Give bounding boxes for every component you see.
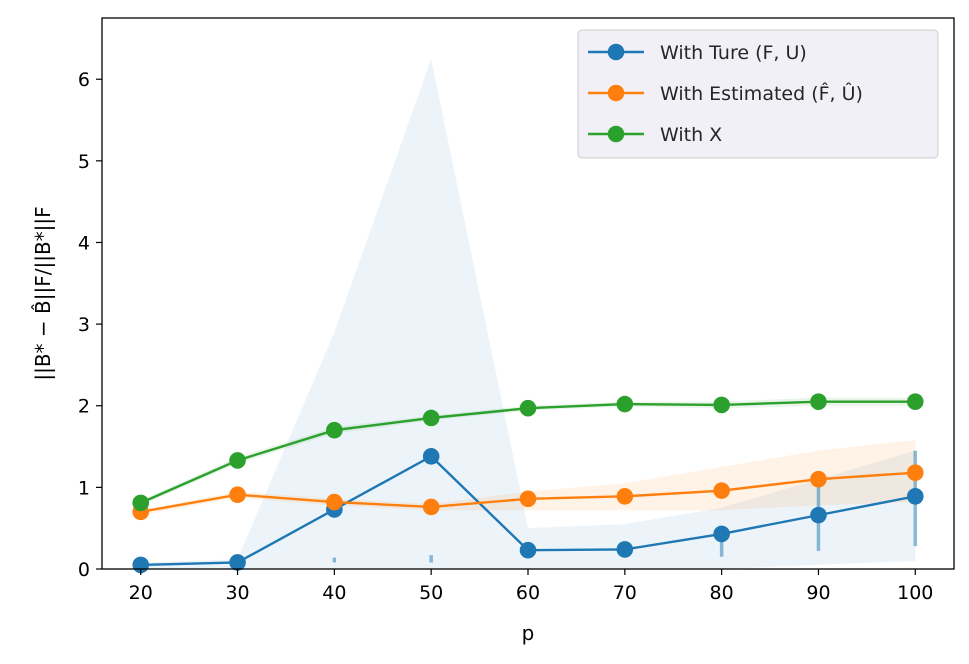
point-series-2 [326, 493, 343, 511]
band-series-1 [140, 58, 916, 569]
point-series-3 [810, 393, 827, 410]
point-series-3 [906, 393, 924, 410]
x-axis-label: p [522, 621, 535, 645]
x-axis-ticks: 20 30 40 50 60 70 80 90 100 [129, 569, 933, 604]
point-series-3 [132, 494, 150, 512]
legend-box [577, 29, 939, 159]
point-series-2 [616, 488, 634, 505]
point-series-2 [810, 470, 827, 488]
x-tick-label: 40 [322, 582, 346, 604]
y-tick-label: 1 [78, 477, 90, 499]
point-series-1 [229, 554, 246, 571]
point-series-2 [229, 486, 246, 504]
x-tick-label: 80 [710, 582, 734, 604]
point-series-1 [422, 448, 440, 465]
legend-marker-series-2 [607, 84, 625, 102]
legend-label-series-2: With Estimated (F̂, Û) [660, 81, 863, 105]
point-series-2 [906, 464, 924, 481]
legend-marker-series-1 [607, 43, 625, 61]
x-tick-label: 20 [129, 582, 153, 604]
y-tick-label: 0 [78, 559, 90, 581]
x-tick-label: 50 [419, 582, 443, 604]
point-series-2 [713, 482, 730, 499]
point-series-1 [616, 541, 634, 558]
point-series-1 [810, 506, 827, 524]
point-series-2 [519, 490, 537, 508]
series-markers [132, 393, 924, 574]
point-series-2 [422, 498, 440, 516]
y-tick-label: 4 [78, 232, 90, 254]
point-series-3 [616, 395, 634, 413]
point-series-1 [713, 525, 730, 543]
y-axis-ticks: 0 1 2 3 4 5 6 [78, 69, 102, 581]
y-tick-label: 3 [78, 314, 90, 336]
point-series-3 [326, 421, 343, 439]
point-series-1 [519, 541, 537, 559]
legend-label-series-1: With Ture (F, U) [660, 42, 807, 64]
y-tick-label: 2 [78, 396, 90, 418]
x-tick-label: 90 [806, 582, 830, 604]
legend: With Ture (F, U) With Estimated (F̂, Û) Wi… [577, 29, 939, 159]
point-series-3 [422, 409, 440, 427]
x-tick-label: 30 [225, 582, 249, 604]
point-series-1 [906, 488, 924, 505]
point-series-3 [519, 399, 537, 417]
x-tick-label: 70 [613, 582, 637, 604]
point-series-3 [713, 396, 730, 414]
y-tick-label: 6 [78, 69, 90, 91]
y-tick-label: 5 [78, 151, 90, 173]
y-axis-label: ||B* − B̂||F/||B*||F [31, 206, 55, 380]
legend-label-series-3: With X [660, 124, 722, 146]
legend-marker-series-3 [607, 125, 625, 143]
point-series-3 [229, 452, 246, 469]
x-tick-label: 100 [897, 582, 933, 604]
x-tick-label: 60 [516, 582, 540, 604]
